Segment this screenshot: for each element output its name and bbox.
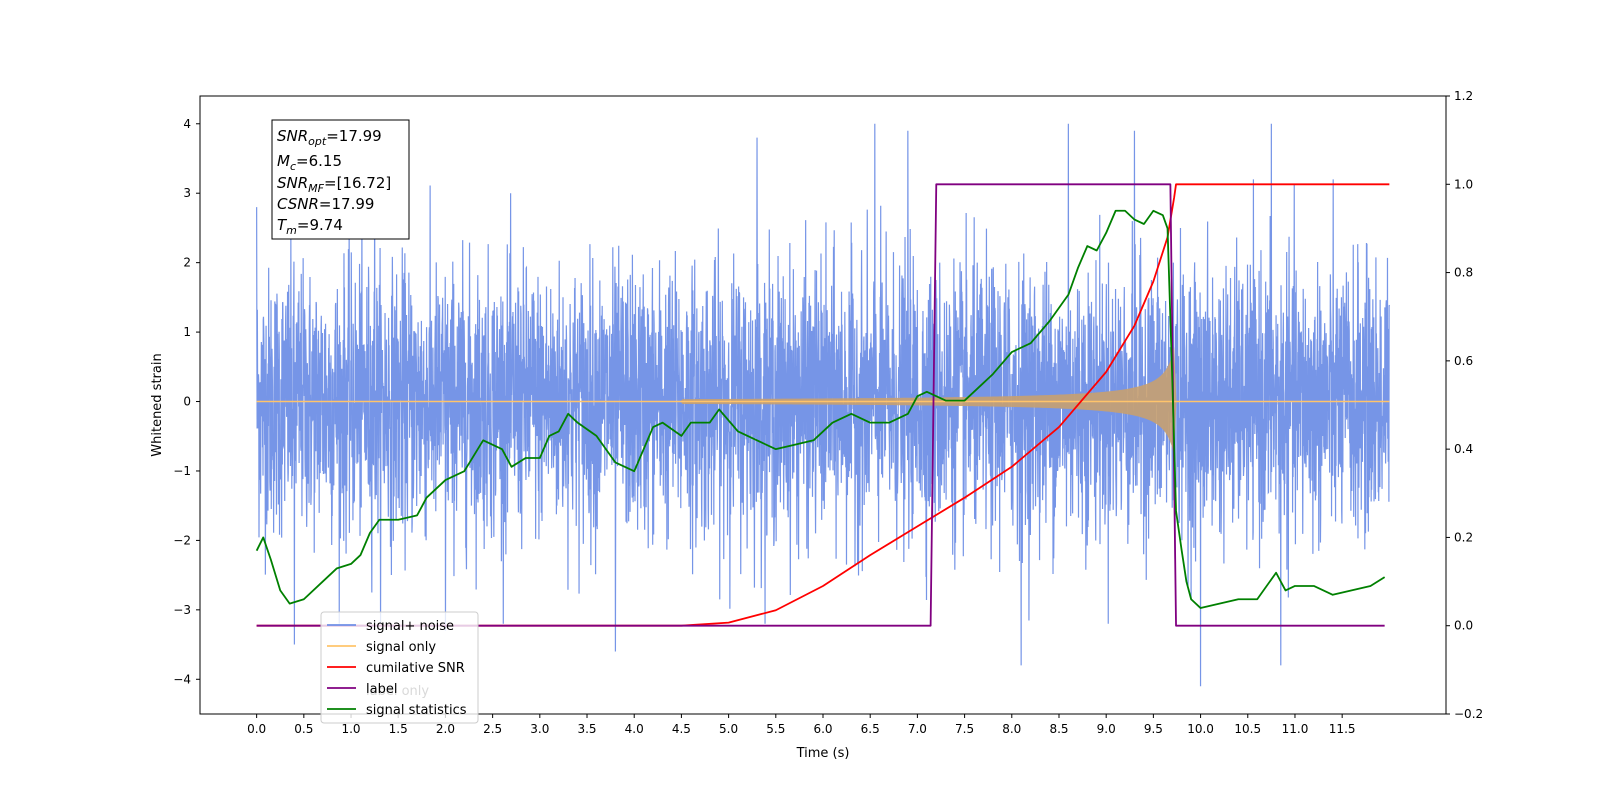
- x-tick-label: 8.0: [1002, 722, 1021, 736]
- y-axis-label: Whitened strain: [150, 353, 165, 456]
- legend-label: label: [366, 682, 397, 697]
- legend-hidden-label: label only: [366, 684, 429, 699]
- legend: label only signal+ noise signal only cumil…: [320, 611, 479, 724]
- y-tick-label-left: −1: [173, 464, 191, 478]
- x-tick-label: 5.0: [719, 722, 738, 736]
- y-tick-label-right: 0.2: [1454, 530, 1473, 544]
- y-tick-label-left: 0: [183, 395, 191, 409]
- x-tick-label: 6.5: [861, 722, 880, 736]
- y-tick-label-left: 2: [183, 256, 191, 270]
- x-tick-label: 6.0: [813, 722, 832, 736]
- y-tick-label-left: 3: [183, 186, 191, 200]
- plot-area: [255, 123, 1390, 687]
- y-tick-label-right: 0.0: [1454, 619, 1473, 633]
- x-tick-label: 2.0: [436, 722, 455, 736]
- x-tick-label: 8.5: [1049, 722, 1068, 736]
- axes: 0.0 0.5 1.0 1.5 2.0 2.5 3.0 3.5 4.0 4.5 5.0 5.5 6.0 6…: [173, 89, 1483, 736]
- y-tick-label-left: −3: [173, 603, 191, 617]
- y-tick-label-right: 1.2: [1454, 89, 1473, 103]
- y-tick-label-right: −0.2: [1454, 707, 1483, 721]
- series-label: [256, 183, 1385, 627]
- y-tick-label-right: 0.8: [1454, 266, 1473, 280]
- legend-label: signal only: [366, 640, 436, 655]
- legend-label: signal statistics: [366, 703, 467, 718]
- x-tick-label: 1.0: [341, 722, 360, 736]
- x-tick-label: 7.0: [908, 722, 927, 736]
- x-tick-label: 10.5: [1234, 722, 1261, 736]
- y-tick-label-right: 0.6: [1454, 354, 1473, 368]
- x-axis-label: Time (s): [796, 746, 850, 761]
- annotation-snr-mf: SNRMF=[16.72]: [277, 174, 391, 195]
- x-tick-label: 11.5: [1329, 722, 1356, 736]
- annotation-mc: Mc=6.15: [277, 152, 342, 173]
- annotation-snr-opt: SNRopt=17.99: [277, 127, 382, 148]
- series-cumilative-snr: [256, 183, 1390, 627]
- y-tick-label-left: 1: [183, 325, 191, 339]
- series-signal-noise: [256, 123, 1390, 687]
- x-tick-label: 1.5: [389, 722, 408, 736]
- y-tick-label-left: −4: [173, 672, 191, 686]
- series-signal-statistics: [255, 209, 1386, 609]
- x-tick-label: 3.0: [530, 722, 549, 736]
- x-tick-label: 4.5: [672, 722, 691, 736]
- x-tick-label: 11.0: [1282, 722, 1309, 736]
- x-tick-label: 7.5: [955, 722, 974, 736]
- y-tick-label-right: 1.0: [1454, 177, 1473, 191]
- y-tick-label-left: 4: [183, 117, 191, 131]
- x-tick-label: 4.0: [625, 722, 644, 736]
- x-tick-label: 10.0: [1187, 722, 1214, 736]
- x-tick-label: 5.5: [766, 722, 785, 736]
- legend-frame: [320, 611, 479, 724]
- y-tick-label-right: 0.4: [1454, 442, 1473, 456]
- x-tick-label: 0.5: [294, 722, 313, 736]
- y-tick-label-left: −2: [173, 533, 191, 547]
- legend-label: cumilative SNR: [366, 661, 465, 676]
- x-tick-label: 3.5: [577, 722, 596, 736]
- x-tick-label: 9.5: [1144, 722, 1163, 736]
- x-tick-label: 2.5: [483, 722, 502, 736]
- annotation-box: SNRopt=17.99 Mc=6.15 SNRMF=[16.72] CSNR=…: [271, 119, 410, 240]
- x-tick-label: 9.0: [1097, 722, 1116, 736]
- legend-label: signal+ noise: [366, 619, 454, 634]
- annotation-tm: Tm=9.74: [277, 216, 343, 237]
- annotation-csnr: CSNR=17.99: [277, 195, 374, 213]
- x-tick-label: 0.0: [247, 722, 266, 736]
